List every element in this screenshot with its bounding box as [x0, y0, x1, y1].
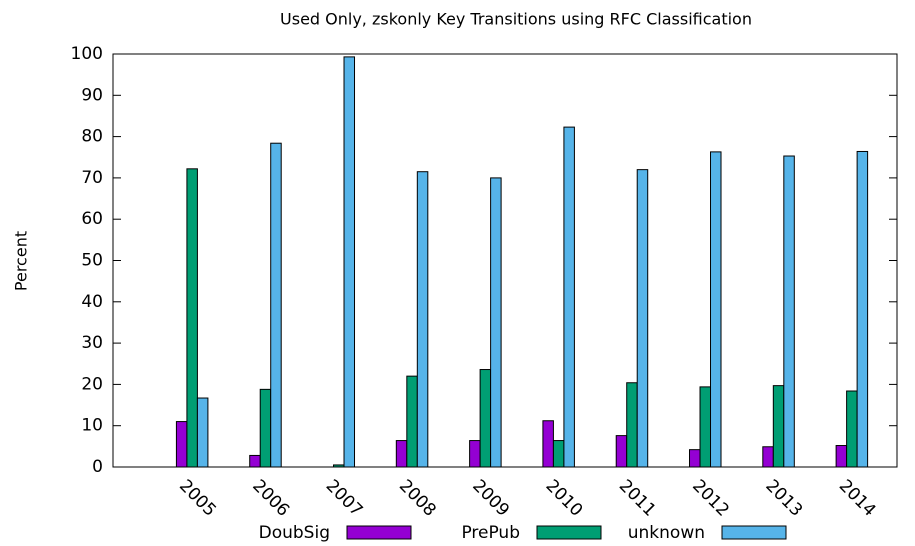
x-tick-label: 2005 [175, 476, 220, 521]
x-tick-label: 2010 [542, 476, 587, 521]
y-tick-label: 10 [81, 416, 103, 436]
x-tick-label: 2006 [248, 476, 293, 521]
chart-title: Used Only, zskonly Key Transitions using… [280, 10, 752, 29]
bar [343, 56, 356, 468]
y-axis-label: Percent [12, 231, 31, 291]
bar [699, 386, 712, 468]
bar [856, 150, 869, 468]
y-tick-label: 30 [81, 333, 103, 353]
legend-label: DoubSig [259, 523, 330, 543]
bar [783, 155, 795, 468]
legend-swatch [346, 525, 412, 540]
x-tick-label: 2007 [322, 476, 367, 521]
y-tick-label: 0 [92, 457, 103, 477]
bar [563, 126, 575, 468]
legend-label: PrePub [461, 523, 520, 543]
bar [626, 382, 638, 468]
x-tick-label: 2013 [761, 476, 806, 521]
bar [689, 449, 701, 468]
y-tick-label: 60 [81, 209, 103, 229]
bar [710, 151, 722, 468]
plot-border [112, 53, 898, 468]
bar [636, 169, 649, 468]
bar [469, 440, 481, 468]
bar [552, 440, 565, 468]
x-tick-label: 2009 [468, 476, 513, 521]
bar [270, 142, 282, 468]
bar [479, 369, 492, 468]
y-tick-label: 90 [81, 85, 103, 105]
bar [416, 171, 429, 468]
y-tick-label: 40 [81, 292, 103, 312]
x-tick-label: 2011 [615, 476, 660, 521]
bar [175, 421, 188, 468]
bar [186, 168, 198, 468]
legend-label: unknown [628, 523, 705, 543]
bar [762, 446, 774, 468]
bar [835, 445, 848, 468]
bar [249, 454, 261, 468]
legend-swatch [536, 525, 602, 540]
bar [846, 390, 858, 468]
bar [772, 385, 785, 468]
y-tick-label: 20 [81, 374, 103, 394]
bar [259, 388, 272, 468]
legend-swatch [721, 525, 787, 540]
bar [406, 375, 418, 468]
x-tick-label: 2008 [395, 476, 440, 521]
y-tick-label: 100 [71, 44, 103, 64]
bar [395, 440, 408, 468]
x-tick-label: 2012 [688, 476, 733, 521]
y-tick-label: 50 [81, 251, 103, 271]
x-tick-label: 2014 [835, 476, 880, 521]
bar [196, 397, 209, 468]
bar [490, 177, 502, 468]
y-tick-label: 70 [81, 168, 103, 188]
bar [615, 435, 628, 468]
y-tick-label: 80 [81, 127, 103, 147]
bar [542, 420, 554, 468]
